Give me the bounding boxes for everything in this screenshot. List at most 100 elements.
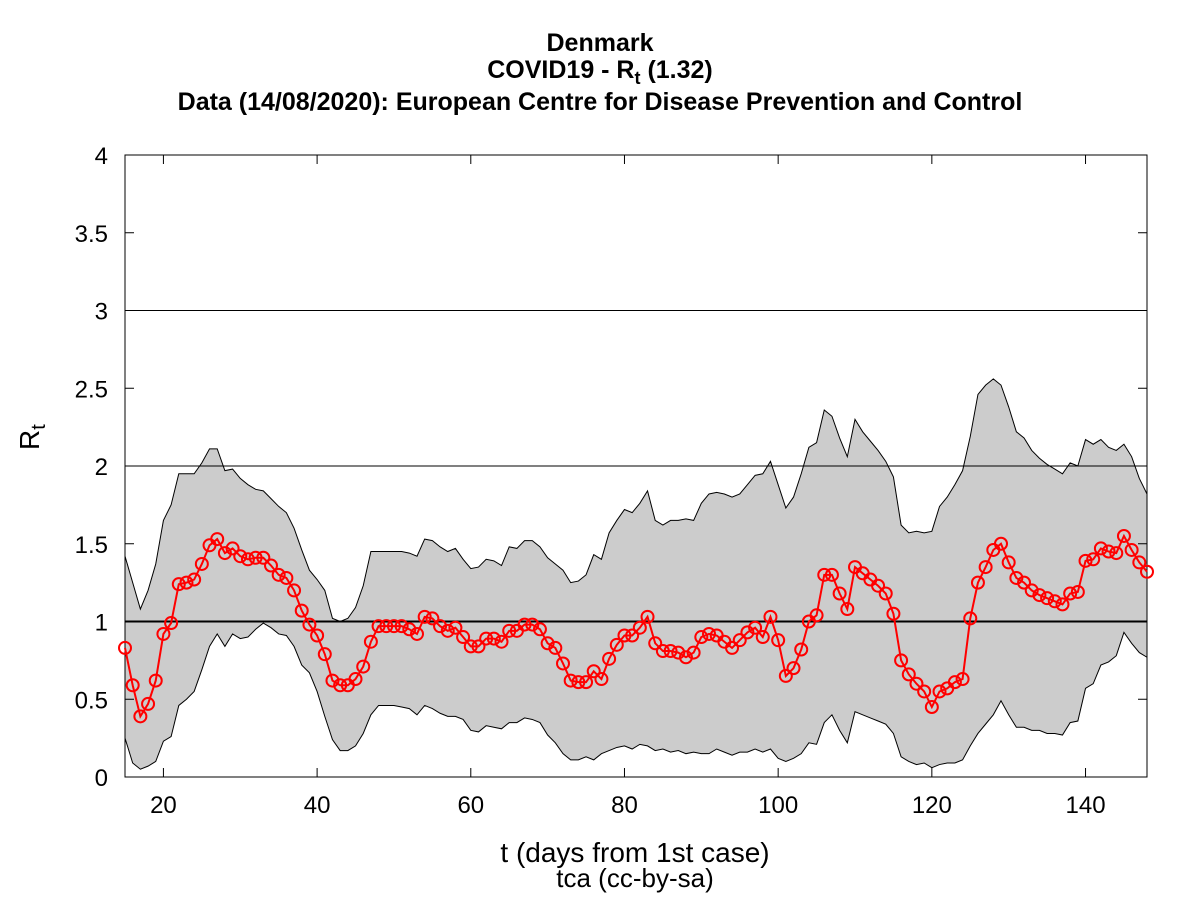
rt-point — [133, 709, 148, 724]
rt-point — [448, 620, 463, 635]
rt-point — [725, 640, 740, 655]
rt-point — [256, 550, 271, 565]
rt-point — [356, 659, 371, 674]
x-axis-label: t (days from 1st case) — [500, 837, 770, 868]
rt-point — [871, 578, 886, 593]
rt-point — [1078, 553, 1093, 568]
rt-point — [1040, 591, 1055, 606]
rt-point — [755, 630, 770, 645]
rt-point — [786, 661, 801, 676]
rt-point — [771, 633, 786, 648]
rt-point — [156, 626, 171, 641]
rt-point — [563, 673, 578, 688]
rt-point — [386, 619, 401, 634]
rt-point — [525, 617, 540, 632]
rt-point — [264, 558, 278, 573]
rt-point — [1063, 586, 1078, 601]
y-tick-label: 3 — [95, 299, 108, 326]
rt-point — [632, 620, 647, 635]
rt-point — [471, 639, 486, 654]
rt-point — [594, 672, 609, 687]
rt-point — [233, 549, 248, 564]
rt-point — [394, 619, 409, 634]
rt-point — [1101, 544, 1116, 559]
rt-point — [1116, 528, 1131, 543]
rt-point — [287, 583, 302, 598]
chart-title-source: Data (14/08/2020): European Centre for D… — [177, 88, 1023, 116]
rt-point — [671, 645, 686, 660]
rt-point — [248, 550, 263, 565]
rt-point — [417, 609, 432, 624]
x-tick-label: 80 — [611, 792, 638, 819]
rt-point — [1055, 597, 1070, 612]
rt-point — [540, 636, 555, 651]
rt-point — [640, 609, 655, 624]
rt-point — [1009, 570, 1024, 585]
rt-point — [970, 575, 985, 590]
rt-point — [294, 603, 309, 618]
rt-point — [740, 625, 755, 640]
y-tick-label: 2 — [95, 454, 108, 481]
rt-point — [1070, 584, 1085, 599]
axis-ticks: 0 0.5 1 1.5 2 2.5 3 3.5 4 20 40 60 80 100 120 140 — [75, 143, 1147, 819]
y-axis-label: Rt — [14, 424, 50, 450]
rt-point — [187, 572, 202, 587]
rt-point — [217, 546, 232, 561]
rt-point — [494, 634, 509, 649]
rt-point — [579, 675, 594, 690]
rt-point — [410, 626, 424, 641]
rt-point — [809, 608, 824, 623]
rt-point — [1032, 588, 1047, 603]
rt-point — [440, 623, 455, 638]
chart-title-metric: COVID19 - Rt (1.32) — [487, 56, 713, 88]
rt-point — [1017, 575, 1032, 590]
rt-point — [463, 639, 478, 654]
rt-point — [602, 651, 617, 666]
x-tick-label: 120 — [912, 792, 952, 819]
rt-point — [302, 617, 317, 632]
rt-point — [225, 541, 240, 556]
rt-point — [240, 552, 255, 567]
rt-point — [732, 633, 747, 648]
rt-point — [663, 644, 678, 659]
rt-point — [486, 631, 501, 646]
rt-point — [778, 668, 793, 683]
rt-point — [279, 570, 294, 585]
rt-point — [702, 626, 716, 641]
y-tick-label: 1 — [95, 610, 108, 637]
chart-title-country: Denmark — [546, 29, 654, 57]
rt-point — [348, 672, 363, 687]
rt-point — [317, 647, 332, 662]
rt-point — [1047, 594, 1062, 609]
rt-series — [118, 528, 1154, 724]
rt-point — [325, 673, 340, 688]
rt-point — [817, 567, 832, 582]
y-tick-label: 3.5 — [75, 221, 108, 248]
rt-point — [148, 673, 163, 688]
rt-point — [994, 536, 1008, 551]
rt-point — [502, 623, 517, 638]
x-tick-label: 100 — [758, 792, 798, 819]
rt-point — [824, 567, 839, 582]
rt-point — [179, 575, 194, 590]
rt-point — [1109, 546, 1124, 561]
rt-point — [655, 644, 670, 659]
rt-point — [625, 628, 640, 643]
rt-point — [894, 653, 909, 668]
rt-point — [433, 619, 448, 634]
rt-point — [955, 672, 970, 687]
y-tick-label: 0 — [95, 765, 108, 792]
rt-point — [1132, 555, 1147, 570]
rt-point — [1140, 564, 1154, 579]
rt-point — [171, 577, 186, 592]
x-tick-label: 140 — [1066, 792, 1106, 819]
rt-point — [556, 656, 570, 671]
x-tick-label: 20 — [150, 792, 177, 819]
rt-point — [694, 630, 709, 645]
rt-point — [686, 645, 701, 660]
rt-point — [901, 667, 916, 682]
rt-point — [1001, 555, 1016, 570]
rt-point — [310, 628, 325, 643]
rt-point — [617, 628, 632, 643]
